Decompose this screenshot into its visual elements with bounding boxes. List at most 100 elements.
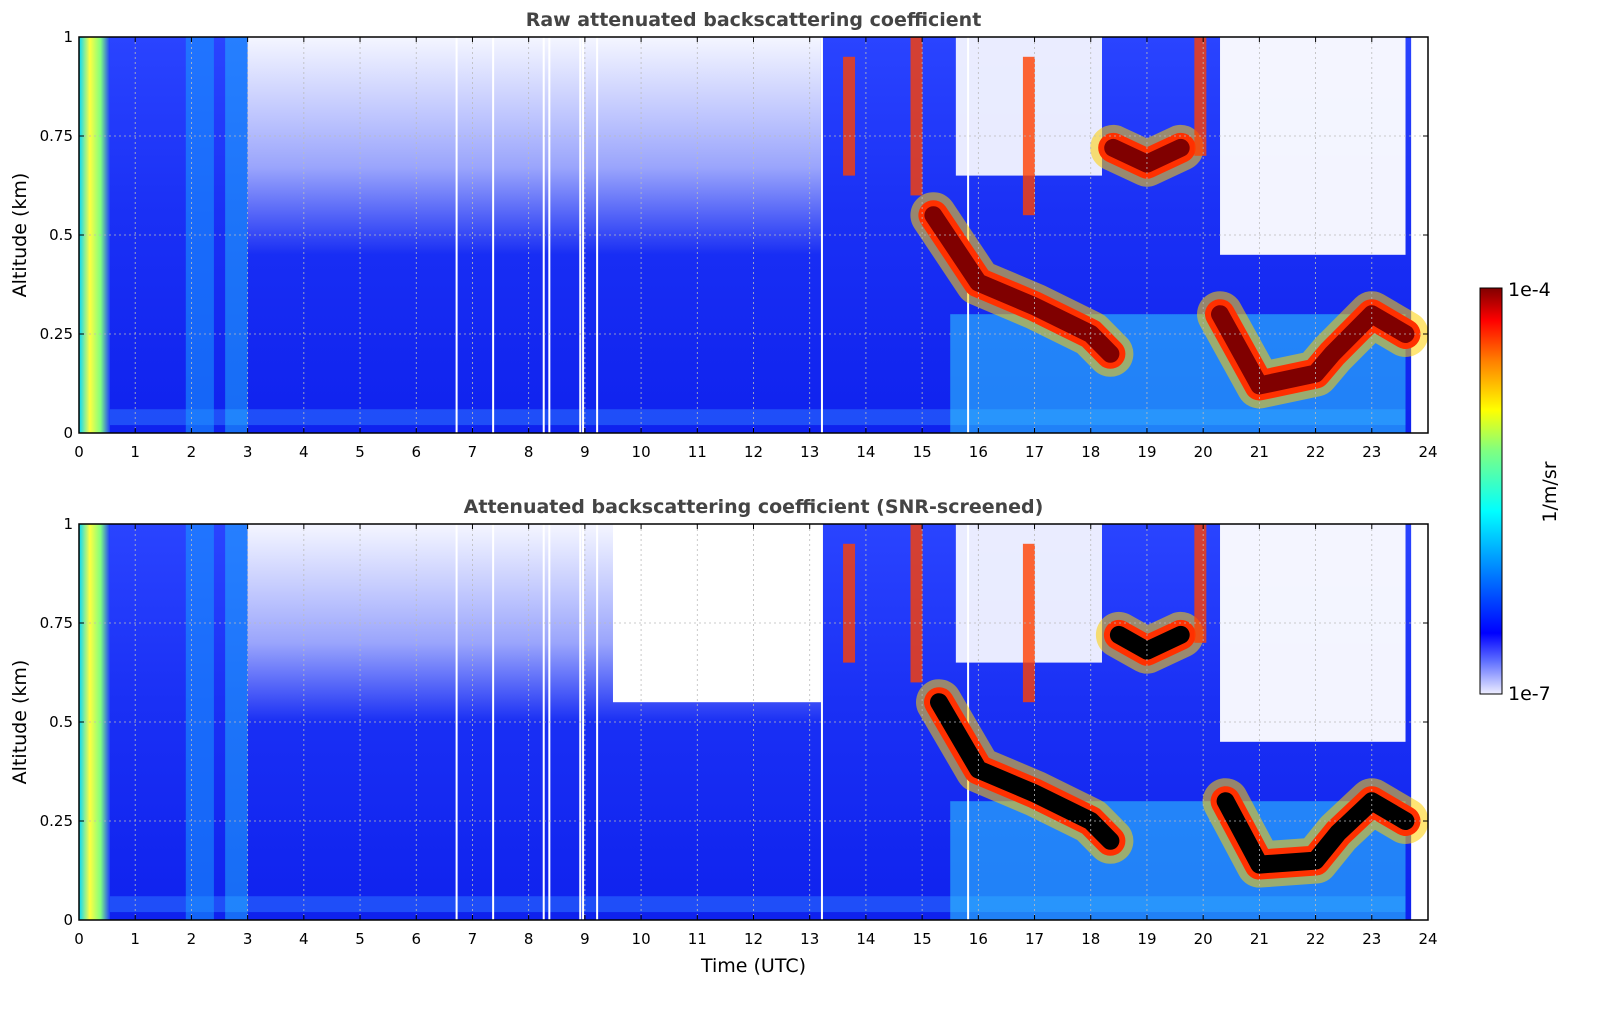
x-tick-label: 16 xyxy=(969,443,988,461)
y-tick-label: 1 xyxy=(63,28,73,46)
x-tick-label: 12 xyxy=(744,930,763,948)
x-tick-label: 20 xyxy=(1194,930,1213,948)
y-tick-label: 0.5 xyxy=(49,713,73,731)
grid xyxy=(79,37,1428,433)
x-tick-label: 9 xyxy=(580,443,590,461)
x-tick-label: 1 xyxy=(130,930,140,948)
x-tick-label: 19 xyxy=(1137,443,1156,461)
y-ticks: 0 0.25 0.5 0.75 1 xyxy=(40,28,1428,442)
clear-sky xyxy=(1220,524,1406,742)
chart-title: Raw attenuated backscattering coefficien… xyxy=(526,9,982,31)
chart-title: Attenuated backscattering coefficient (S… xyxy=(464,496,1044,518)
data-gap xyxy=(455,37,458,433)
x-tick-label: 10 xyxy=(632,930,651,948)
x-tick-label: 17 xyxy=(1025,930,1044,948)
x-tick-label: 8 xyxy=(524,443,534,461)
x-tick-label: 14 xyxy=(856,443,875,461)
x-tick-label: 3 xyxy=(243,930,253,948)
x-tick-label: 17 xyxy=(1025,443,1044,461)
x-tick-label: 18 xyxy=(1081,930,1100,948)
data-gap xyxy=(542,37,545,433)
x-tick-label: 3 xyxy=(243,443,253,461)
data-gap xyxy=(542,524,545,920)
x-axis-label: Time (UTC) xyxy=(700,955,806,977)
y-tick-label: 0 xyxy=(63,911,73,929)
x-tick-label: 15 xyxy=(913,443,932,461)
x-tick-label: 1 xyxy=(130,443,140,461)
colorbar: 1e-4 1e-7 1/m/sr xyxy=(1479,279,1561,705)
x-tick-label: 7 xyxy=(468,443,478,461)
data-gap xyxy=(582,37,585,433)
cloud-layer-core xyxy=(924,206,1120,363)
x-tick-label: 10 xyxy=(632,443,651,461)
y-axis-label: Altitude (km) xyxy=(9,173,31,298)
y-tick-label: 0 xyxy=(63,424,73,442)
x-tick-label: 13 xyxy=(800,443,819,461)
x-tick-label: 9 xyxy=(580,930,590,948)
data-gap xyxy=(820,37,823,433)
y-tick-label: 0.25 xyxy=(40,325,73,343)
data-gap xyxy=(582,524,585,920)
x-tick-label: 24 xyxy=(1418,930,1437,948)
cloud-streak xyxy=(1022,543,1035,703)
x-tick-label: 2 xyxy=(187,443,197,461)
x-tick-label: 5 xyxy=(355,443,365,461)
raw-backscatter-panel: Raw attenuated backscattering coefficien… xyxy=(9,9,1438,461)
x-tick-label: 0 xyxy=(74,930,84,948)
data-gap xyxy=(492,524,495,920)
x-tick-label: 12 xyxy=(744,443,763,461)
y-tick-label: 0.75 xyxy=(40,127,73,145)
x-tick-label: 7 xyxy=(468,930,478,948)
data-gap xyxy=(596,524,599,920)
x-tick-label: 8 xyxy=(524,930,534,948)
x-tick-label: 21 xyxy=(1250,930,1269,948)
x-tick-label: 19 xyxy=(1137,930,1156,948)
x-tick-label: 2 xyxy=(187,930,197,948)
x-tick-label: 4 xyxy=(299,930,309,948)
x-tick-label: 16 xyxy=(969,930,988,948)
x-tick-label: 6 xyxy=(411,443,421,461)
cloud-layer-core xyxy=(930,693,1120,850)
clear-sky xyxy=(1220,37,1406,255)
cloud-streak xyxy=(843,543,856,663)
x-tick-label: 22 xyxy=(1306,930,1325,948)
cloud-streak xyxy=(910,37,923,196)
cloud-streak xyxy=(910,524,923,683)
x-tick-label: 18 xyxy=(1081,443,1100,461)
cloud-streak xyxy=(1194,524,1207,643)
colorbar-min-label: 1e-7 xyxy=(1508,683,1551,705)
grid xyxy=(79,524,1428,920)
snr-screened-panel: Attenuated backscattering coefficient (S… xyxy=(9,496,1438,977)
y-tick-label: 0.25 xyxy=(40,812,73,830)
colorbar-unit-label: 1/m/sr xyxy=(1539,461,1561,522)
x-tick-label: 14 xyxy=(856,930,875,948)
x-tick-label: 20 xyxy=(1194,443,1213,461)
screened-region xyxy=(612,524,821,703)
colorbar-max-label: 1e-4 xyxy=(1508,279,1551,301)
x-tick-label: 23 xyxy=(1362,443,1381,461)
data-gap xyxy=(596,37,599,433)
x-tick-label: 4 xyxy=(299,443,309,461)
x-tick-label: 22 xyxy=(1306,443,1325,461)
x-tick-label: 23 xyxy=(1362,930,1381,948)
x-tick-label: 13 xyxy=(800,930,819,948)
y-axis-label: Altitude (km) xyxy=(9,660,31,785)
data-gap xyxy=(455,524,458,920)
y-tick-label: 0.5 xyxy=(49,226,73,244)
y-ticks: 0 0.25 0.5 0.75 1 xyxy=(40,515,1428,929)
y-tick-label: 1 xyxy=(63,515,73,533)
x-tick-label: 11 xyxy=(688,443,707,461)
x-tick-label: 6 xyxy=(411,930,421,948)
x-tick-label: 11 xyxy=(688,930,707,948)
cloud-layer-core xyxy=(1216,792,1415,874)
cloud-streak xyxy=(843,56,856,176)
x-tick-label: 21 xyxy=(1250,443,1269,461)
cloud-streak xyxy=(1194,37,1207,156)
cloud-streak xyxy=(1022,56,1035,216)
x-tick-label: 24 xyxy=(1418,443,1437,461)
cloud-layer-core xyxy=(1211,305,1415,395)
x-tick-label: 15 xyxy=(913,930,932,948)
x-tick-label: 5 xyxy=(355,930,365,948)
noise-region xyxy=(247,37,821,255)
